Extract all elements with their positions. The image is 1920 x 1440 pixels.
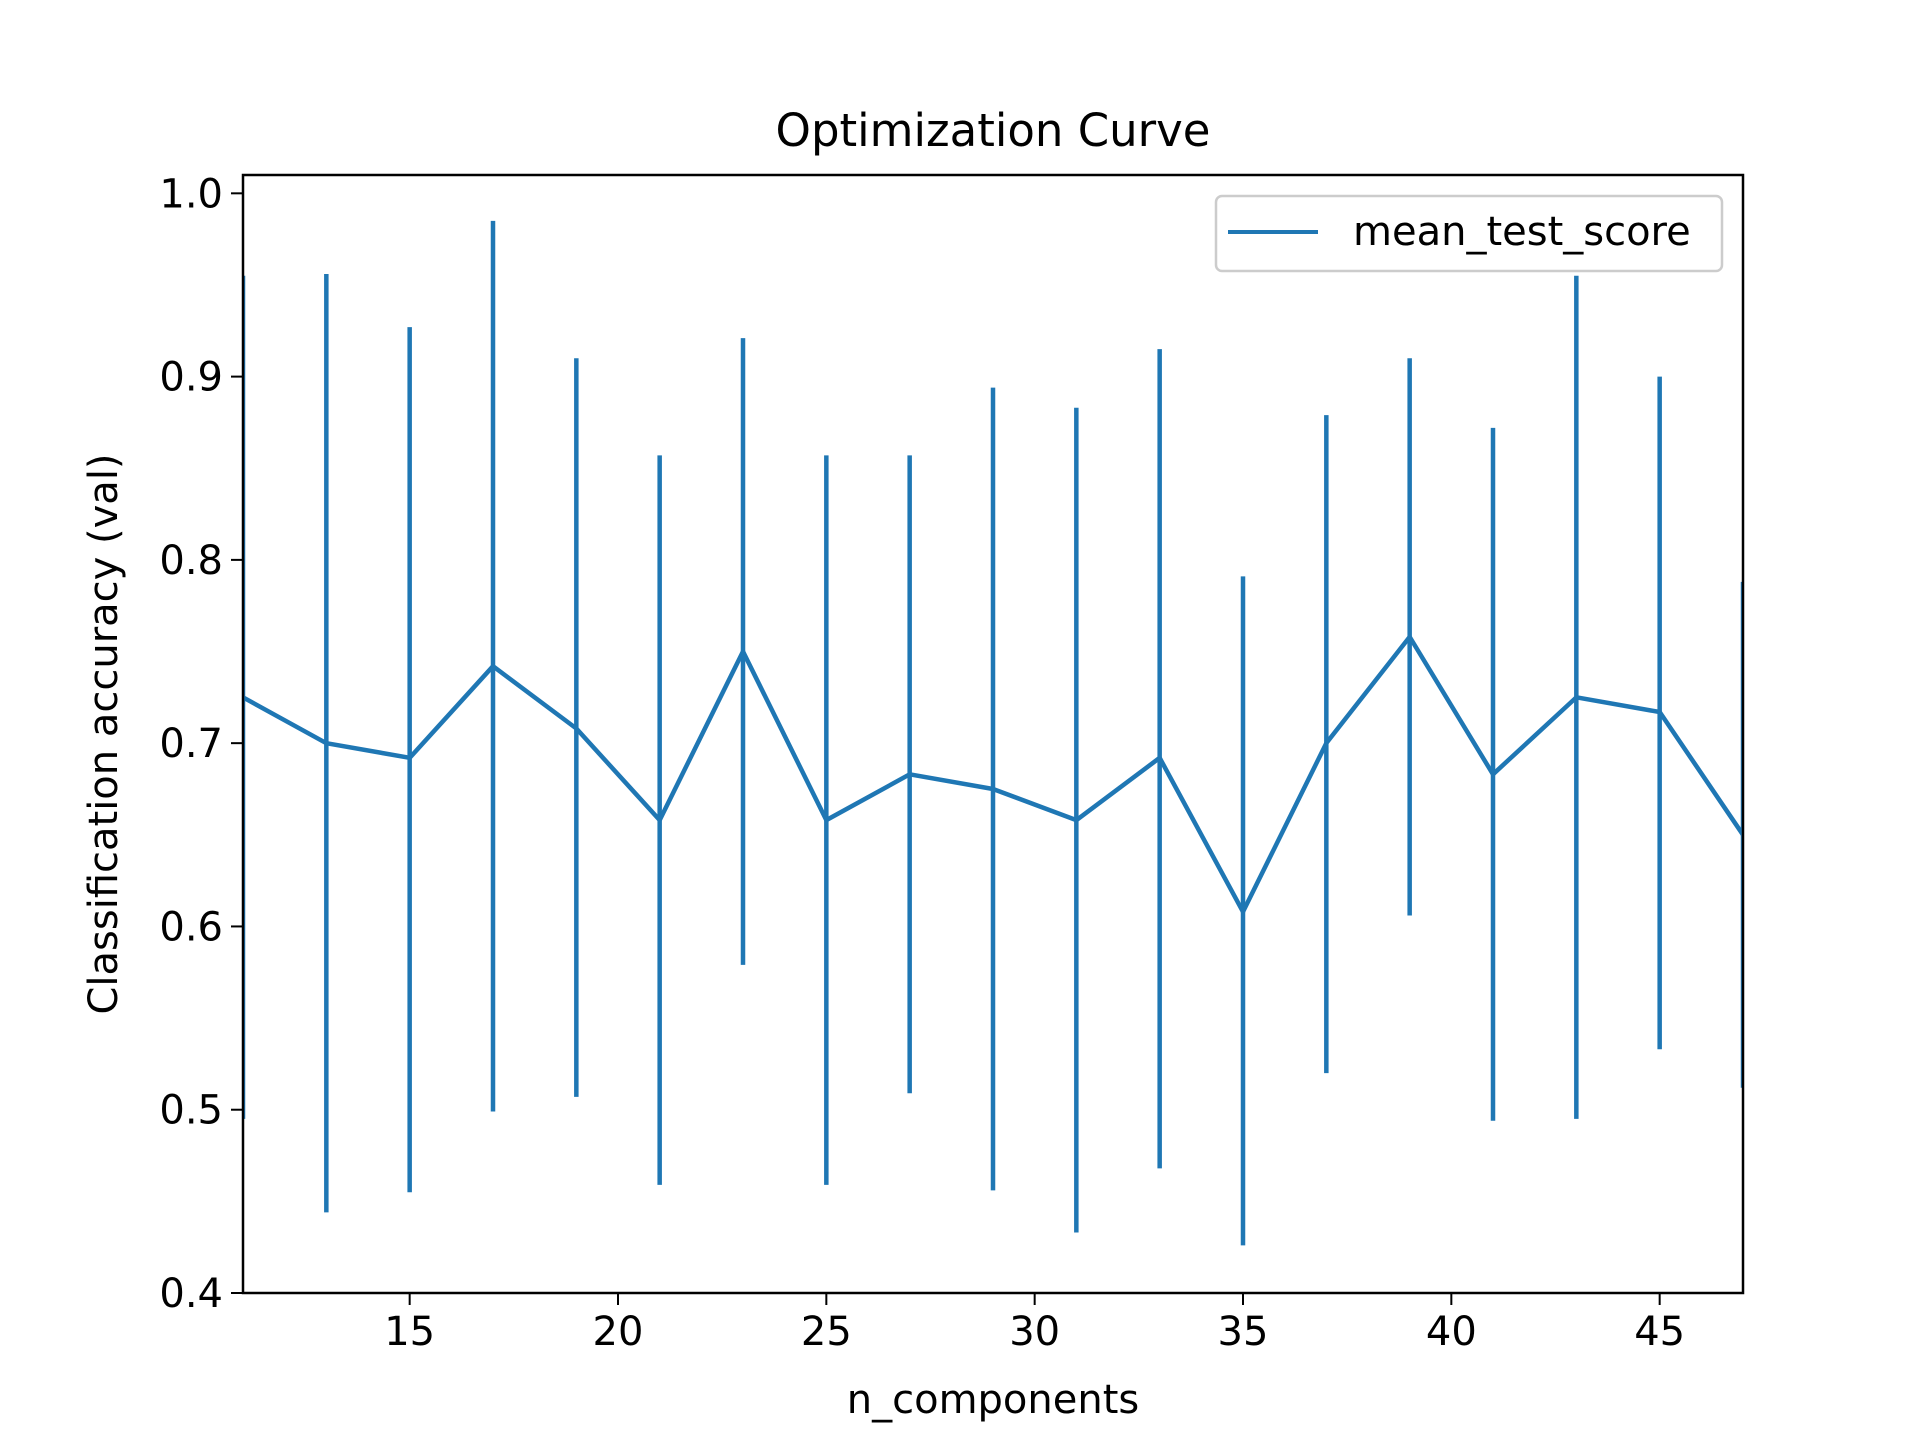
y-tick-label: 0.6 — [159, 904, 223, 950]
x-axis-label: n_components — [847, 1377, 1139, 1423]
chart-title: Optimization Curve — [776, 104, 1211, 157]
error-bars — [243, 220, 1743, 1246]
x-tick-label: 35 — [1218, 1309, 1269, 1355]
x-tick-label: 45 — [1634, 1309, 1685, 1355]
y-tick-label: 0.4 — [159, 1271, 223, 1317]
y-axis-ticks: 0.4 0.5 0.6 0.7 0.8 0.9 1.0 — [159, 171, 243, 1317]
x-tick-label: 15 — [384, 1309, 435, 1355]
legend-box — [1214, 194, 1724, 273]
y-tick-label: 1.0 — [159, 171, 223, 217]
y-tick-label: 0.8 — [159, 538, 223, 584]
legend: mean_test_score — [1214, 194, 1724, 273]
plot-frame — [241, 173, 1745, 1295]
x-tick-label: 25 — [801, 1309, 852, 1355]
plot-area — [243, 220, 1743, 1246]
x-tick-label: 20 — [593, 1309, 644, 1355]
legend-label: mean_test_score — [1353, 209, 1691, 255]
y-tick-label: 0.9 — [159, 355, 223, 401]
y-tick-label: 0.5 — [159, 1088, 223, 1134]
x-tick-label: 30 — [1009, 1309, 1060, 1355]
x-axis-ticks: 15 20 25 30 35 40 45 — [384, 1293, 1685, 1355]
y-axis-label: Classification accuracy (val) — [81, 453, 127, 1014]
series-line — [243, 634, 1743, 915]
y-tick-label: 0.7 — [159, 721, 223, 767]
series-lines — [243, 634, 1743, 915]
x-tick-label: 40 — [1426, 1309, 1477, 1355]
